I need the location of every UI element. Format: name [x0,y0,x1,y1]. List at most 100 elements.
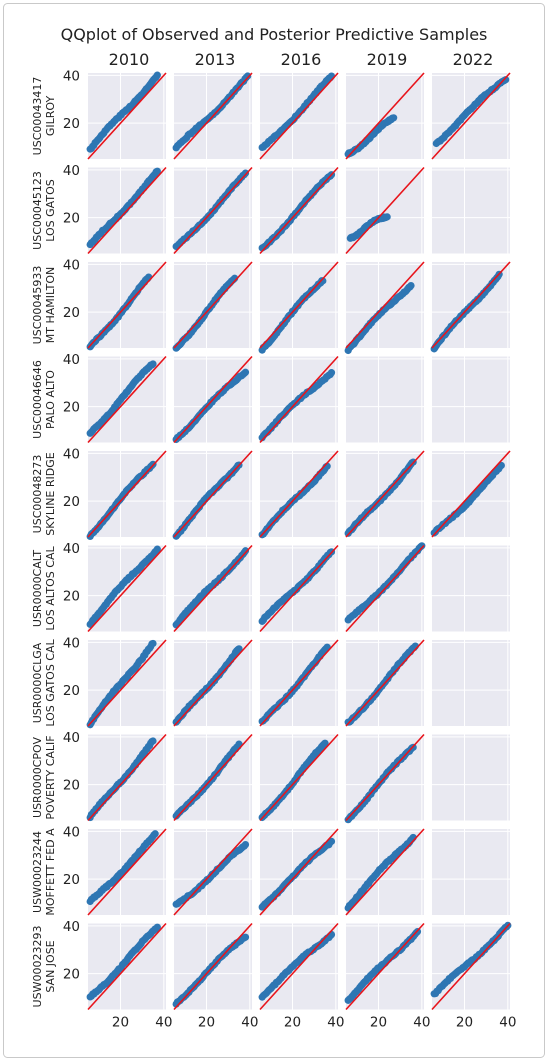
qq-point [241,547,250,555]
panel-usc00043417-2019 [344,72,425,160]
reference-line [87,639,167,727]
panel-usc00045123-2022 [432,167,510,254]
panel-usc00045123-2019 [345,166,425,255]
panel-usr0000cpov-2013 [172,733,253,822]
panel-usc00043417-2022 [431,72,511,160]
panel-usr0000cpov-2010 [86,733,167,822]
panel-background [432,829,510,915]
panel-usc00045933-2022 [430,261,511,353]
qq-point [327,837,336,845]
figure-title: QQplot of Observed and Posterior Predict… [61,25,488,44]
reference-line [345,72,425,160]
row-label-name: LOS GATOS [44,179,57,241]
reference-line [259,450,339,538]
panel-usw00023293-2010 [86,922,167,1011]
reference-line [431,450,511,538]
reference-line [87,261,167,349]
row-label: USC00046646PALO ALTO [31,360,57,439]
panel-usc00045123-2016 [258,166,339,255]
qq-point [149,737,157,745]
reference-line [345,733,425,822]
y-tick-label: 20 [63,116,80,132]
panel-background [432,545,510,632]
column-label-2019: 2019 [367,50,408,69]
reference-line [87,355,167,444]
row-label-station: USR0000CPOV [31,737,44,818]
y-tick-label: 20 [63,778,80,794]
y-tick-label: 20 [63,305,80,321]
reference-line [259,261,339,349]
panel-usc00046646-2022 [432,356,510,443]
reference-line [173,544,253,633]
qq-point [321,739,329,747]
qq-point [151,830,159,838]
reference-line [259,355,339,444]
qq-point [153,167,161,175]
qq-point [383,213,391,221]
panel-grid [86,71,512,1011]
row-label: USC00048273SKYLINE RIDGE [31,452,57,535]
panel-usc00048273-2019 [344,450,425,538]
panel-usr0000calt-2019 [344,542,426,633]
reference-line [87,922,167,1011]
y-tick-label: 40 [63,635,80,651]
qq-point [502,76,510,84]
panel-usc00046646-2010 [86,355,167,444]
x-tick-label: 40 [241,1015,258,1031]
panel-usw00023293-2022 [430,921,512,1011]
reference-line [173,450,253,538]
qq-point [407,281,415,290]
panel-usc00048273-2013 [172,450,253,540]
panel-usw00023244-2016 [258,828,339,916]
row-label-station: USW00023293 [31,926,44,1008]
panel-usw00023293-2019 [344,922,425,1011]
panel-usc00048273-2010 [86,450,167,541]
y-tick-label: 40 [63,68,80,84]
panel-usw00023293-2016 [258,922,339,1011]
panel-background [346,356,424,443]
column-labels: 2010 2013 2016 2019 2022 [109,50,494,69]
reference-line [345,922,425,1011]
panel-usr0000clga-2013 [172,639,253,727]
row-label: USC00045123LOS GATOS [31,171,57,250]
panel-usr0000calt-2013 [172,544,253,633]
reference-line [345,639,425,727]
x-tick-label: 20 [456,1015,473,1031]
panel-usc00045123-2010 [86,166,167,255]
qq-point [241,933,250,941]
row-label: USR0000CALTLOS ALTOS CAL [31,546,57,631]
x-tick-label: 40 [499,1015,516,1031]
y-tick-label: 20 [63,967,80,983]
y-tick-label: 40 [63,824,80,840]
qq-point [153,545,161,553]
reference-line [431,922,511,1011]
reference-line [173,922,253,1011]
panel-usc00045933-2016 [258,261,339,354]
reference-line [345,450,425,538]
y-tick-label: 40 [63,352,80,368]
panel-usc00046646-2016 [258,355,339,444]
x-tick-label: 20 [370,1015,387,1031]
reference-line [173,72,253,160]
panel-usc00045123-2013 [172,166,253,255]
reference-line [345,828,425,916]
panel-usc00045933-2019 [344,261,425,355]
x-tick-label: 40 [155,1015,172,1031]
panel-usr0000clga-2016 [258,639,339,727]
qq-points [86,923,161,1001]
qq-point [244,72,252,80]
qq-point [149,639,157,648]
x-tick-label: 40 [413,1015,430,1031]
reference-line [259,166,339,255]
panel-usr0000clga-2022 [432,640,510,726]
qq-point [390,114,398,122]
row-label-station: USC00048273 [31,455,44,534]
panel-background [432,356,510,443]
row-label-name: MOFFETT FED A [44,828,57,916]
row-label: USR0000CPOVPOVERTY CALIF [31,735,57,819]
panel-usc00045933-2013 [172,261,253,352]
qq-point [327,72,336,80]
qq-point [418,542,426,550]
row-label-station: USC00045933 [31,266,44,345]
panel-usr0000cpov-2022 [432,734,510,821]
